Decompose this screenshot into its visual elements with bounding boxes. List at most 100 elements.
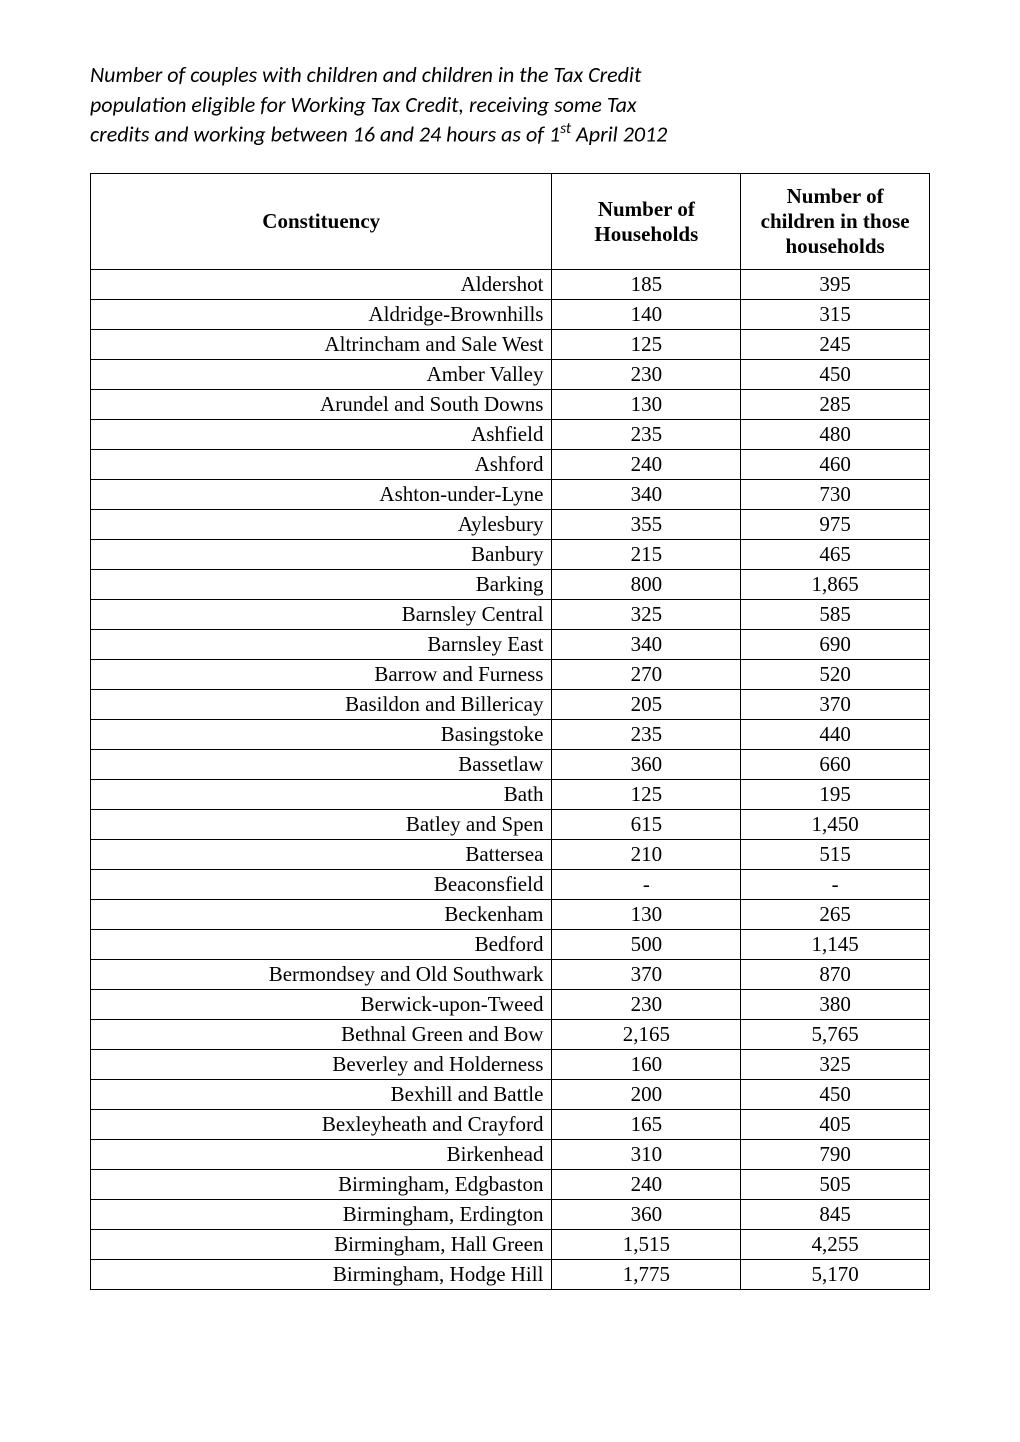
cell-children: 195 <box>741 780 930 810</box>
title-line3-post: April 2012 <box>571 121 667 148</box>
cell-households: - <box>552 870 741 900</box>
cell-households: 310 <box>552 1140 741 1170</box>
cell-children: 265 <box>741 900 930 930</box>
cell-households: 355 <box>552 510 741 540</box>
cell-children: 325 <box>741 1050 930 1080</box>
cell-children: 1,145 <box>741 930 930 960</box>
cell-households: 160 <box>552 1050 741 1080</box>
cell-constituency: Amber Valley <box>91 360 552 390</box>
table-row: Basingstoke235440 <box>91 720 930 750</box>
cell-children: 440 <box>741 720 930 750</box>
cell-constituency: Ashfield <box>91 420 552 450</box>
cell-constituency: Barnsley Central <box>91 600 552 630</box>
cell-households: 210 <box>552 840 741 870</box>
table-row: Barrow and Furness270520 <box>91 660 930 690</box>
table-row: Bethnal Green and Bow2,1655,765 <box>91 1020 930 1050</box>
cell-households: 360 <box>552 750 741 780</box>
cell-households: 340 <box>552 630 741 660</box>
cell-constituency: Bath <box>91 780 552 810</box>
cell-constituency: Batley and Spen <box>91 810 552 840</box>
cell-households: 125 <box>552 330 741 360</box>
cell-households: 2,165 <box>552 1020 741 1050</box>
cell-constituency: Birmingham, Hodge Hill <box>91 1260 552 1290</box>
cell-constituency: Birkenhead <box>91 1140 552 1170</box>
cell-households: 230 <box>552 990 741 1020</box>
table-row: Bath125195 <box>91 780 930 810</box>
cell-households: 165 <box>552 1110 741 1140</box>
cell-households: 130 <box>552 900 741 930</box>
cell-households: 1,775 <box>552 1260 741 1290</box>
cell-households: 325 <box>552 600 741 630</box>
cell-constituency: Bermondsey and Old Southwark <box>91 960 552 990</box>
cell-households: 615 <box>552 810 741 840</box>
cell-constituency: Beckenham <box>91 900 552 930</box>
cell-households: 130 <box>552 390 741 420</box>
cell-households: 370 <box>552 960 741 990</box>
table-row: Altrincham and Sale West125245 <box>91 330 930 360</box>
cell-children: 515 <box>741 840 930 870</box>
header-constituency: Constituency <box>91 174 552 270</box>
cell-constituency: Arundel and South Downs <box>91 390 552 420</box>
cell-constituency: Barrow and Furness <box>91 660 552 690</box>
table-row: Amber Valley230450 <box>91 360 930 390</box>
table-body: Aldershot185395Aldridge-Brownhills140315… <box>91 270 930 1290</box>
table-row: Bexleyheath and Crayford165405 <box>91 1110 930 1140</box>
cell-households: 235 <box>552 420 741 450</box>
cell-households: 360 <box>552 1200 741 1230</box>
cell-constituency: Birmingham, Erdington <box>91 1200 552 1230</box>
table-row: Aldridge-Brownhills140315 <box>91 300 930 330</box>
table-row: Bermondsey and Old Southwark370870 <box>91 960 930 990</box>
cell-households: 800 <box>552 570 741 600</box>
cell-constituency: Banbury <box>91 540 552 570</box>
table-row: Bassetlaw360660 <box>91 750 930 780</box>
title-line1: Number of couples with children and chil… <box>90 61 641 88</box>
table-row: Aylesbury355975 <box>91 510 930 540</box>
cell-constituency: Aldridge-Brownhills <box>91 300 552 330</box>
table-row: Barnsley East340690 <box>91 630 930 660</box>
cell-constituency: Birmingham, Hall Green <box>91 1230 552 1260</box>
table-row: Arundel and South Downs130285 <box>91 390 930 420</box>
cell-households: 185 <box>552 270 741 300</box>
cell-children: 870 <box>741 960 930 990</box>
cell-children: 285 <box>741 390 930 420</box>
cell-constituency: Birmingham, Edgbaston <box>91 1170 552 1200</box>
cell-households: 240 <box>552 1170 741 1200</box>
cell-constituency: Bedford <box>91 930 552 960</box>
cell-children: 380 <box>741 990 930 1020</box>
table-row: Birmingham, Edgbaston240505 <box>91 1170 930 1200</box>
table-row: Batley and Spen6151,450 <box>91 810 930 840</box>
tax-credit-table: Constituency Number of Households Number… <box>90 173 930 1290</box>
cell-constituency: Battersea <box>91 840 552 870</box>
cell-children: 460 <box>741 450 930 480</box>
cell-children: 245 <box>741 330 930 360</box>
table-row: Ashford240460 <box>91 450 930 480</box>
title-line2: population eligible for Working Tax Cred… <box>90 91 637 118</box>
cell-children: 585 <box>741 600 930 630</box>
header-households: Number of Households <box>552 174 741 270</box>
cell-children: 405 <box>741 1110 930 1140</box>
table-row: Birmingham, Hall Green1,5154,255 <box>91 1230 930 1260</box>
cell-children: 520 <box>741 660 930 690</box>
table-row: Birmingham, Erdington360845 <box>91 1200 930 1230</box>
cell-households: 235 <box>552 720 741 750</box>
cell-children: 690 <box>741 630 930 660</box>
cell-children: 315 <box>741 300 930 330</box>
cell-households: 215 <box>552 540 741 570</box>
cell-children: 730 <box>741 480 930 510</box>
cell-children: - <box>741 870 930 900</box>
cell-constituency: Berwick-upon-Tweed <box>91 990 552 1020</box>
table-row: Barking8001,865 <box>91 570 930 600</box>
cell-constituency: Bexleyheath and Crayford <box>91 1110 552 1140</box>
cell-households: 500 <box>552 930 741 960</box>
table-row: Ashfield235480 <box>91 420 930 450</box>
table-row: Ashton-under-Lyne340730 <box>91 480 930 510</box>
cell-constituency: Altrincham and Sale West <box>91 330 552 360</box>
cell-children: 395 <box>741 270 930 300</box>
cell-children: 845 <box>741 1200 930 1230</box>
cell-constituency: Beverley and Holderness <box>91 1050 552 1080</box>
cell-households: 340 <box>552 480 741 510</box>
table-row: Beverley and Holderness160325 <box>91 1050 930 1080</box>
cell-households: 1,515 <box>552 1230 741 1260</box>
table-row: Aldershot185395 <box>91 270 930 300</box>
cell-children: 1,450 <box>741 810 930 840</box>
